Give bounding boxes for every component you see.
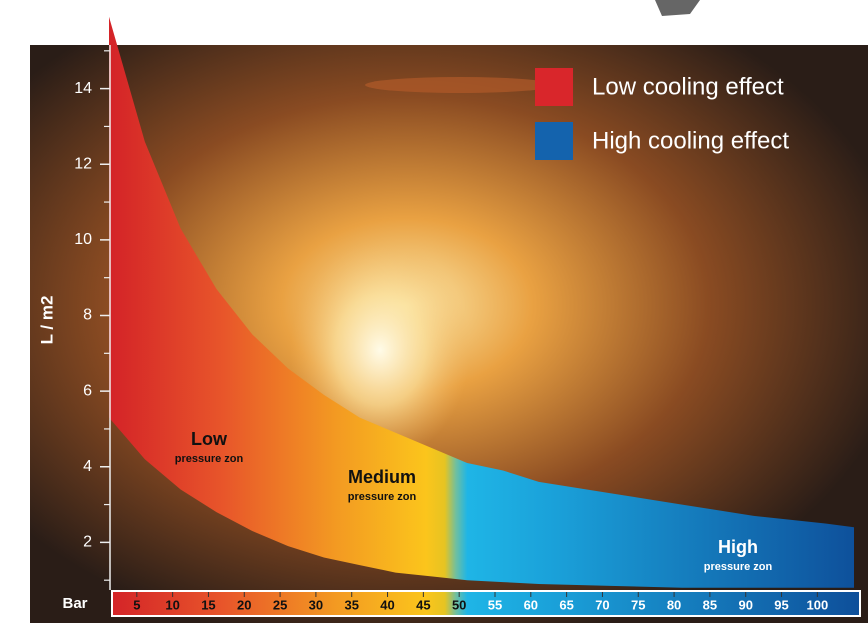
- legend-swatch: [535, 68, 573, 106]
- x-tick-label: 90: [738, 597, 752, 612]
- x-axis-label: Bar: [62, 595, 87, 612]
- photo-detail: [365, 77, 555, 93]
- y-axis-label: L / m2: [37, 296, 56, 345]
- x-tick-label: 25: [273, 597, 287, 612]
- x-tick-label: 65: [559, 597, 573, 612]
- x-tick-label: 85: [703, 597, 717, 612]
- zone-title: Medium: [348, 467, 416, 487]
- zone-title: High: [718, 537, 758, 557]
- y-tick-label: 2: [83, 534, 92, 551]
- x-tick-label: 30: [309, 597, 323, 612]
- legend-swatch: [535, 122, 573, 160]
- y-tick-label: 6: [83, 382, 92, 399]
- y-tick-label: 4: [83, 458, 92, 475]
- legend-label: Low cooling effect: [592, 73, 784, 100]
- x-tick-label: 70: [595, 597, 609, 612]
- x-tick-label: 35: [344, 597, 358, 612]
- legend-label: High cooling effect: [592, 127, 789, 154]
- x-tick-label: 5: [133, 597, 140, 612]
- y-tick-label: 12: [74, 155, 92, 172]
- x-axis-strip: [111, 590, 861, 617]
- x-tick-label: 75: [631, 597, 645, 612]
- nozzle: [655, 0, 700, 16]
- zone-subtitle: pressure zon: [348, 491, 417, 503]
- zone-subtitle: pressure zon: [175, 453, 244, 465]
- x-tick-label: 40: [380, 597, 394, 612]
- y-tick-label: 14: [74, 80, 92, 97]
- x-tick-label: 50: [452, 597, 466, 612]
- x-tick-label: 55: [488, 597, 502, 612]
- x-tick-label: 45: [416, 597, 430, 612]
- x-tick-label: 100: [806, 597, 828, 612]
- x-tick-label: 15: [201, 597, 215, 612]
- x-tick-label: 60: [524, 597, 538, 612]
- x-tick-label: 95: [774, 597, 788, 612]
- x-tick-label: 10: [165, 597, 179, 612]
- x-tick-label: 80: [667, 597, 681, 612]
- zone-subtitle: pressure zon: [704, 561, 773, 573]
- x-tick-label: 20: [237, 597, 251, 612]
- y-tick-label: 10: [74, 231, 92, 248]
- zone-title: Low: [191, 429, 228, 449]
- y-tick-label: 8: [83, 307, 92, 324]
- band-area: [109, 16, 854, 588]
